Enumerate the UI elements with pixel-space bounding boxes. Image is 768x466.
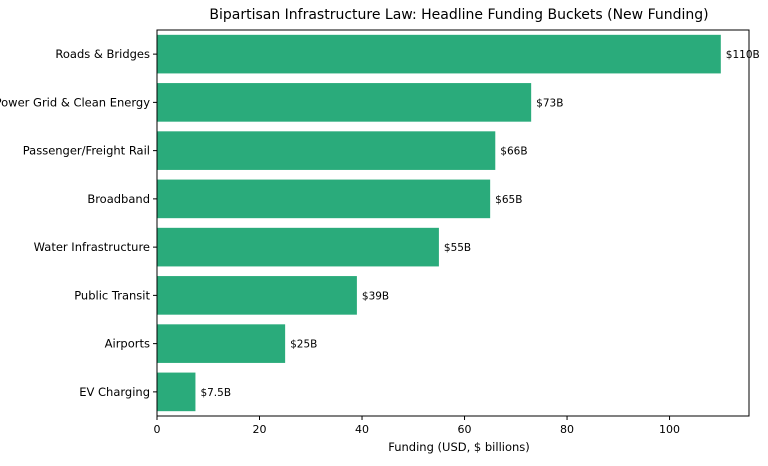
y-tick-label: Power Grid & Clean Energy — [0, 95, 150, 109]
bar — [157, 179, 491, 219]
x-tick-label: 80 — [560, 423, 574, 436]
axes-frame — [156, 29, 750, 417]
data-label: $7.5B — [200, 387, 231, 399]
data-label: $73B — [536, 97, 563, 109]
y-tick-label: Public Transit — [74, 288, 150, 302]
bar — [157, 131, 496, 170]
y-tick-label: Passenger/Freight Rail — [23, 144, 150, 158]
y-tick-label: EV Charging — [79, 385, 150, 399]
x-tick-label: 100 — [659, 423, 680, 436]
bar — [157, 227, 439, 267]
x-tick-label: 20 — [253, 423, 267, 436]
bar — [157, 83, 532, 122]
bar — [157, 34, 721, 74]
data-label: $110B — [726, 49, 760, 61]
data-label: $55B — [444, 242, 471, 254]
plot-area: Roads & Bridges $110B Power Grid & Clean E… — [0, 29, 760, 436]
bar — [157, 324, 286, 363]
x-tick-label: 40 — [355, 423, 369, 436]
bar — [157, 372, 196, 412]
y-tick-label: Broadband — [87, 192, 150, 206]
y-tick-label: Roads & Bridges — [55, 47, 150, 61]
data-label: $66B — [500, 146, 527, 158]
y-tick-label: Water Infrastructure — [34, 240, 150, 254]
chart-title: Bipartisan Infrastructure Law: Headline … — [209, 7, 708, 23]
x-tick-label: 60 — [458, 423, 472, 436]
data-label: $25B — [290, 339, 317, 351]
x-axis-label: Funding (USD, $ billions) — [388, 440, 530, 454]
x-tick-label: 0 — [154, 423, 161, 436]
data-label: $39B — [362, 290, 389, 302]
data-label: $65B — [495, 194, 522, 206]
y-tick-label: Airports — [105, 337, 150, 351]
bar — [157, 276, 357, 315]
